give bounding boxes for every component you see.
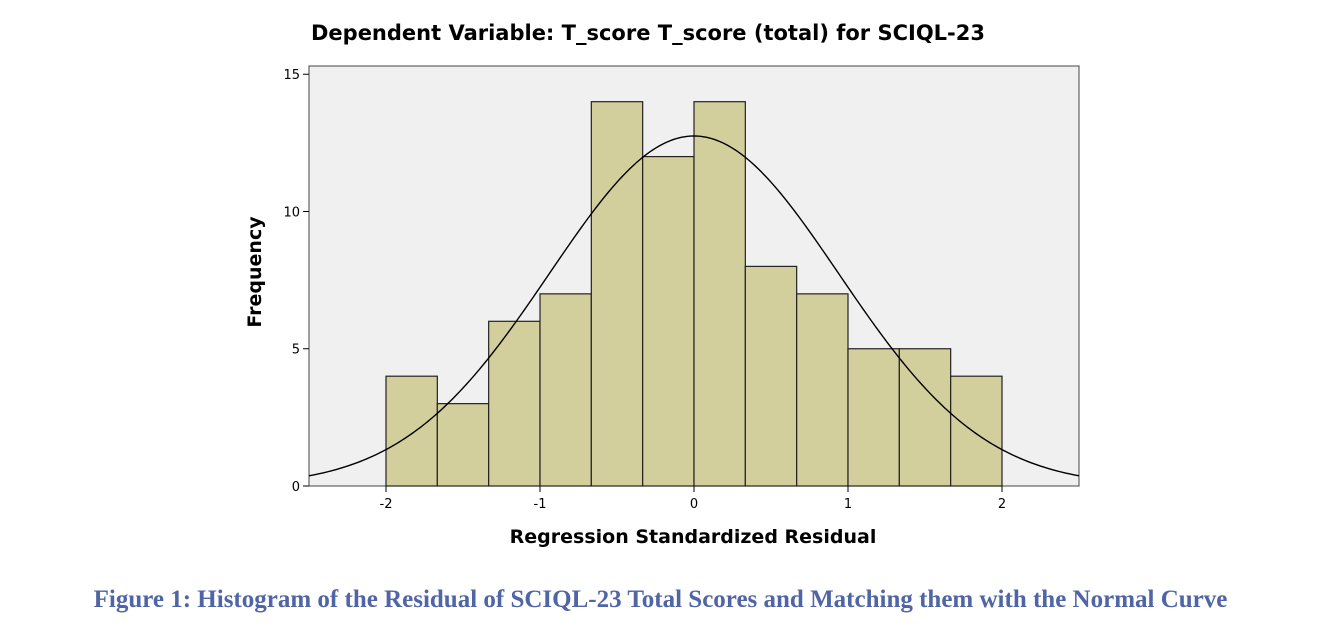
histogram-bar-7 [693, 101, 746, 487]
histogram-bar-2 [436, 403, 490, 487]
histogram-bar-4 [539, 293, 592, 487]
axes-group: -2 -1 0 1 2 0 5 10 15 [283, 68, 1006, 512]
normal-curve [308, 135, 1080, 477]
figure-caption: Figure 1: Histogram of the Residual of S… [93, 586, 1228, 613]
x-tick-label: 0 [690, 497, 698, 512]
histogram-bar-11 [898, 348, 952, 487]
histogram-bar-12 [950, 375, 1003, 487]
y-tick-label: 15 [283, 68, 300, 83]
histogram-bar-6 [642, 155, 695, 487]
y-tick-label: 10 [283, 205, 300, 220]
x-tick-label: -1 [534, 497, 547, 512]
histogram-bar-5 [590, 101, 644, 487]
histogram-bar-3 [488, 320, 541, 487]
y-tick-label: 0 [292, 480, 300, 495]
histogram-bar-9 [796, 293, 849, 487]
y-tick-label: 5 [292, 343, 300, 358]
x-axis-title: Regression Standardized Residual [510, 526, 877, 548]
x-tick-label: 1 [844, 497, 852, 512]
histogram-bar-1 [385, 375, 438, 487]
chart-title: Dependent Variable: T_score T_score (tot… [311, 21, 985, 45]
y-axis-title: Frequency [244, 216, 266, 328]
histogram-bar-10 [847, 348, 900, 487]
histogram-bar-8 [744, 265, 798, 487]
x-tick-label: 2 [998, 497, 1006, 512]
histogram-chart: Dependent Variable: T_score T_score (tot… [244, 21, 1080, 548]
bars-group [385, 101, 1003, 487]
x-tick-label: -2 [380, 497, 393, 512]
